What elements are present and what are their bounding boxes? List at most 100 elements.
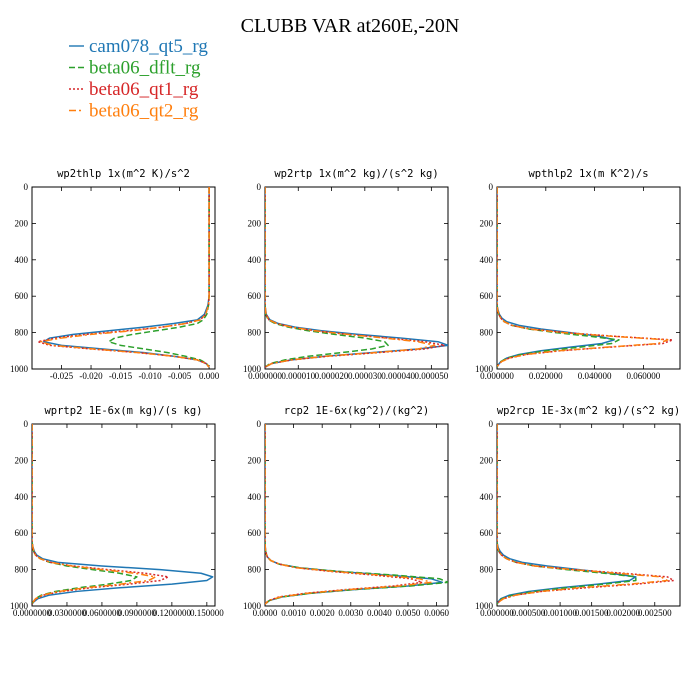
series-group	[497, 424, 675, 605]
y-tick-label: 0	[24, 182, 29, 192]
series-group	[37, 187, 210, 368]
x-tick-label: 0.0050	[396, 608, 421, 618]
x-tick-label: 0.0040	[367, 608, 392, 618]
series-line-beta06_dflt_rg	[32, 424, 138, 605]
legend-label: beta06_qt1_rg	[89, 79, 199, 100]
x-tick-label: 0.001500	[575, 608, 609, 618]
x-tick-label: 0.000000	[480, 371, 514, 381]
series-line-beta06_qt1_rg	[32, 424, 170, 605]
series-group	[497, 187, 674, 368]
y-tick-label: 1000	[10, 601, 29, 611]
panel-title: wp2rtp 1x(m^2 kg)/(s^2 kg)	[274, 168, 438, 180]
y-tick-label: 400	[248, 255, 262, 265]
chart-panel: wpthlp2 1x(m K^2)/s 0 200 400 600 800 10000.00…	[475, 168, 681, 381]
series-line-beta06_qt2_rg	[40, 187, 210, 368]
chart-panel: wp2rtp 1x(m^2 kg)/(s^2 kg) 0 200 400 600 800 1…	[243, 168, 449, 381]
legend-item: cam078_qt5_rg	[69, 36, 208, 57]
series-line-beta06_qt1_rg	[265, 187, 446, 368]
y-tick-label: 400	[480, 255, 494, 265]
series-line-cam078_qt5_rg	[497, 424, 637, 605]
x-tick-label: -0.020	[79, 371, 103, 381]
x-tick-label: 0.001000	[543, 608, 577, 618]
legend-item: beta06_qt1_rg	[69, 79, 199, 100]
y-tick-label: 800	[248, 328, 262, 338]
chart-panel: rcp2 1E-6x(kg^2)/(kg^2) 0 200 400 600 800 1000…	[243, 405, 449, 618]
x-tick-label: 0.060000	[627, 371, 661, 381]
x-tick-label: 0.0060	[424, 608, 449, 618]
x-tick-label: 0.002500	[638, 608, 672, 618]
y-tick-label: 600	[248, 528, 262, 538]
series-line-beta06_qt2_rg	[265, 424, 432, 605]
series-line-cam078_qt5_rg	[43, 187, 210, 368]
y-tick-label: 200	[480, 218, 494, 228]
y-tick-label: 0	[489, 419, 494, 429]
plot-frame	[31, 423, 216, 607]
series-line-beta06_qt1_rg	[265, 424, 424, 605]
series-group	[265, 424, 448, 605]
panel-title: wpthlp2 1x(m K^2)/s	[528, 168, 648, 180]
y-tick-label: 1000	[475, 364, 494, 374]
y-tick-label: 600	[480, 528, 494, 538]
legend: cam078_qt5_rgbeta06_dflt_rgbeta06_qt1_rg…	[69, 36, 208, 122]
series-line-cam078_qt5_rg	[265, 187, 448, 368]
x-tick-label: 0.020000	[529, 371, 563, 381]
plot-frame	[496, 423, 681, 607]
y-tick-label: 200	[15, 455, 29, 465]
x-tick-label: 0.0030	[338, 608, 363, 618]
plot-frame	[31, 186, 216, 370]
y-tick-label: 800	[480, 565, 494, 575]
x-tick-label: 0.000010	[281, 371, 315, 381]
series-line-beta06_qt2_rg	[497, 424, 669, 605]
series-line-beta06_qt2_rg	[497, 187, 669, 368]
legend-item: beta06_dflt_rg	[69, 58, 201, 79]
y-tick-label: 800	[248, 565, 262, 575]
x-tick-label: 0.040000	[578, 371, 612, 381]
y-tick-label: 800	[15, 565, 29, 575]
legend-label: beta06_dflt_rg	[89, 58, 201, 79]
y-tick-label: 1000	[475, 601, 494, 611]
plot-frame	[496, 186, 681, 370]
x-tick-label: 0.000020	[315, 371, 349, 381]
y-tick-label: 800	[15, 328, 29, 338]
panel-title: wp2rcp 1E-3x(m^2 kg)/(s^2 kg)	[497, 405, 680, 417]
y-tick-label: 400	[15, 492, 29, 502]
panel-title: wprtp2 1E-6x(m kg)/(s kg)	[44, 405, 202, 417]
y-tick-label: 600	[248, 291, 262, 301]
series-line-beta06_dflt_rg	[265, 187, 389, 368]
series-line-beta06_dflt_rg	[265, 424, 448, 605]
x-tick-label: 0.000000	[480, 608, 514, 618]
series-line-beta06_qt1_rg	[497, 187, 674, 368]
series-line-beta06_qt1_rg	[497, 424, 675, 605]
series-group	[32, 424, 214, 605]
x-tick-label: 0.0010	[281, 608, 306, 618]
x-tick-label: 0.000050	[414, 371, 448, 381]
y-tick-label: 600	[15, 528, 29, 538]
panel-title: rcp2 1E-6x(kg^2)/(kg^2)	[284, 405, 429, 417]
x-tick-label: 0.0000000	[13, 608, 52, 618]
legend-label: cam078_qt5_rg	[89, 36, 208, 57]
x-tick-label: -0.005	[168, 371, 192, 381]
x-tick-label: -0.015	[109, 371, 133, 381]
y-tick-label: 400	[480, 492, 494, 502]
y-tick-label: 1000	[243, 364, 262, 374]
main-title: CLUBB VAR at260E,-20N	[241, 15, 460, 37]
series-line-beta06_qt2_rg	[265, 187, 436, 368]
series-line-cam078_qt5_rg	[497, 187, 615, 368]
x-tick-label: 0.000	[199, 371, 220, 381]
series-line-beta06_qt1_rg	[37, 187, 210, 368]
x-tick-label: -0.010	[138, 371, 162, 381]
legend-label: beta06_qt2_rg	[89, 101, 199, 122]
x-tick-label: 0.000000	[248, 371, 282, 381]
y-tick-label: 200	[248, 455, 262, 465]
chart-panel: wp2rcp 1E-3x(m^2 kg)/(s^2 kg)0 200 400 600 8…	[475, 405, 681, 618]
y-tick-label: 0	[257, 419, 262, 429]
legend-item: beta06_qt2_rg	[69, 101, 199, 122]
series-line-beta06_dflt_rg	[497, 187, 620, 368]
series-group	[265, 187, 448, 368]
series-line-cam078_qt5_rg	[32, 424, 214, 605]
x-tick-label: 0.000500	[512, 608, 546, 618]
x-tick-label: 0.0000	[253, 608, 278, 618]
y-tick-label: 400	[248, 492, 262, 502]
x-tick-label: 0.000030	[348, 371, 382, 381]
